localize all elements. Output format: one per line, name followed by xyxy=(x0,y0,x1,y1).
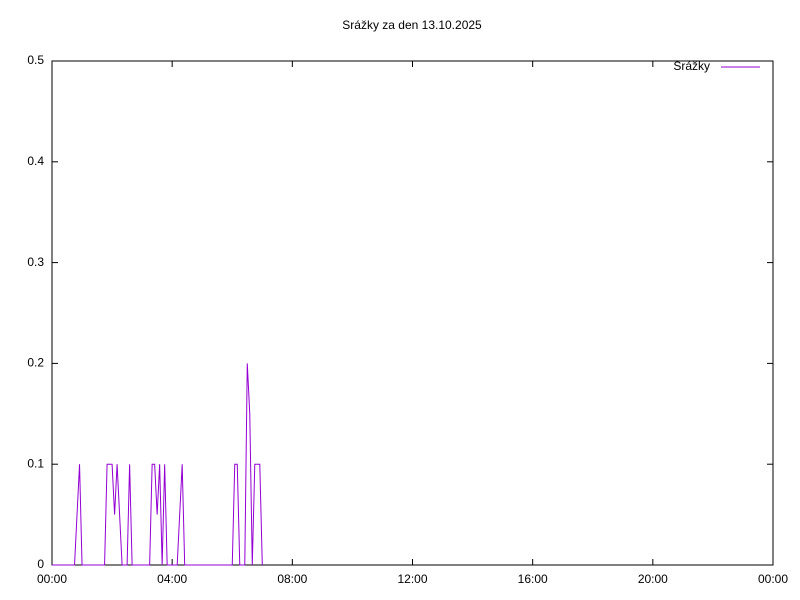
x-tick-label: 12:00 xyxy=(397,572,427,586)
chart-title: Srážky za den 13.10.2025 xyxy=(342,18,482,32)
y-tick-label: 0 xyxy=(37,557,44,571)
x-tick-label: 16:00 xyxy=(518,572,548,586)
x-tick-label: 20:00 xyxy=(638,572,668,586)
y-tick-label: 0.1 xyxy=(27,456,44,470)
y-tick-label: 0.5 xyxy=(27,53,44,67)
x-tick-label: 08:00 xyxy=(277,572,307,586)
legend-label: Srážky xyxy=(673,59,710,73)
x-tick-label: 00:00 xyxy=(37,572,67,586)
x-tick-label: 04:00 xyxy=(157,572,187,586)
data-line xyxy=(52,363,263,566)
y-tick-label: 0.3 xyxy=(27,255,44,269)
y-tick-label: 0.2 xyxy=(27,356,44,370)
y-tick-label: 0.4 xyxy=(27,154,44,168)
x-tick-label: 00:00 xyxy=(758,572,788,586)
